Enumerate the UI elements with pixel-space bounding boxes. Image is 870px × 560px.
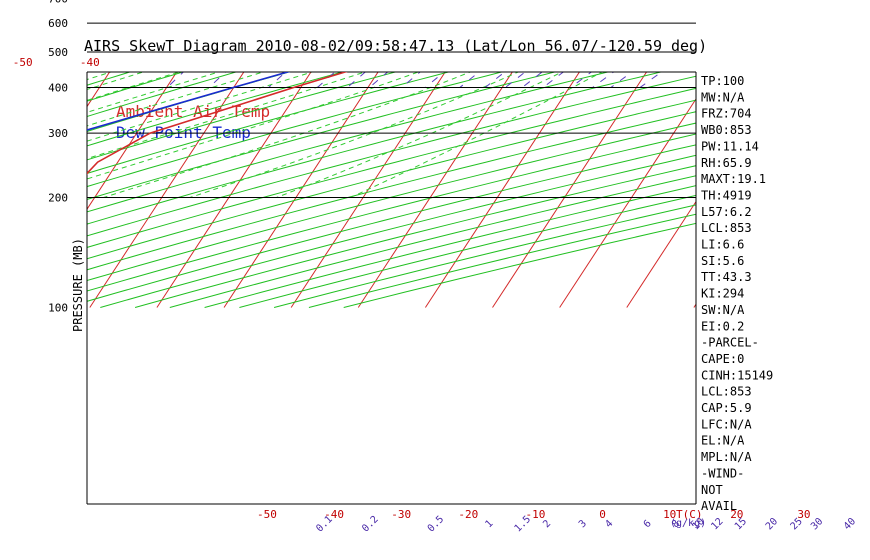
bottom-temp-tick-label: 30 [797, 508, 810, 521]
dry-adiabat [87, 72, 611, 213]
pressure-tick-label: 200 [48, 191, 68, 204]
isotherm-line [626, 200, 696, 308]
dry-adiabat [87, 122, 696, 282]
moist-adiabat [87, 72, 265, 127]
index-item: LI:6.6 [701, 238, 744, 252]
bottom-temp-tick-label: -20 [458, 508, 478, 521]
y-axis-label: PRESSURE (MB) [71, 238, 85, 332]
dry-adiabat [100, 154, 696, 308]
bottom-temp-tick-label: 10 [663, 508, 676, 521]
dry-adiabat [87, 72, 664, 225]
index-item: L57:6.2 [701, 205, 752, 219]
moist-adiabat [103, 72, 472, 198]
dry-adiabat [87, 87, 696, 248]
index-item: AVAIL [701, 499, 737, 513]
pressure-tick-label: 100 [48, 302, 68, 315]
index-item: PW:11.14 [701, 139, 759, 153]
dry-adiabat [87, 99, 696, 260]
chart-title: AIRS SkewT Diagram 2010-08-02/09:58:47.1… [84, 37, 707, 55]
index-item: FRZ:704 [701, 107, 752, 121]
isotherm-line [156, 72, 312, 308]
index-item: MAXT:19.1 [701, 172, 766, 186]
index-item: -WIND- [701, 466, 744, 480]
mixing-ratio-tick-label: 4 [603, 518, 615, 530]
mixing-ratio-tick-label: 3 [577, 518, 589, 530]
pressure-tick-label: 700 [48, 0, 68, 6]
index-item: TP:100 [701, 74, 744, 88]
index-item: KI:294 [701, 287, 744, 301]
index-item: -PARCEL- [701, 336, 759, 350]
mixing-ratio-tick-label: 6 [642, 518, 654, 530]
dry-adiabat [87, 75, 696, 237]
axis-ticks: 1002003004005006007008009001000-120-110-… [13, 0, 858, 535]
index-item: LCL:853 [701, 221, 752, 235]
bottom-temp-tick-label: -30 [391, 508, 411, 521]
isotherm-line [223, 72, 379, 308]
index-item: CAPE:0 [701, 352, 744, 366]
bottom-temp-tick-label: -10 [526, 508, 546, 521]
index-item: SI:5.6 [701, 254, 744, 268]
index-item: LFC:N/A [701, 417, 752, 431]
dry-adiabat [87, 72, 398, 161]
mixing-ratio-tick-label: 40 [842, 516, 858, 532]
isotherm-line [89, 72, 245, 308]
moist-adiabat [0, 0, 535, 198]
dry-adiabat [87, 72, 504, 188]
pressure-tick-label: 300 [48, 127, 68, 140]
mixing-ratio-tick-label: 12 [709, 516, 725, 532]
index-item: EI:0.2 [701, 319, 744, 333]
mixing-ratio-tick-label: 0.2 [360, 514, 381, 535]
index-item: MW:N/A [701, 90, 745, 104]
sounding-series [87, 72, 348, 175]
dew-point-temp-line [87, 72, 291, 131]
mixing-ratio-tick-label: 20 [764, 516, 780, 532]
index-item: LCL:853 [701, 385, 752, 399]
isotherm-line [424, 72, 581, 308]
top-temp-tick-label: -40 [80, 56, 100, 69]
dry-adiabat [87, 111, 696, 271]
index-item: TH:4919 [701, 188, 752, 202]
bottom-temp-tick-label: 20 [730, 508, 743, 521]
dry-adiabat [87, 72, 451, 174]
legend-ambient-air-temp: Ambient Air Temp [116, 102, 270, 121]
legend-dew-point-temp: Dew Point Temp [116, 123, 251, 142]
top-temp-tick-label: -50 [13, 56, 33, 69]
ambient-air-temp-line [87, 72, 348, 175]
bottom-temp-unit: T(C) [676, 508, 703, 521]
dry-adiabat [87, 133, 696, 292]
index-item: MPL:N/A [701, 450, 752, 464]
index-item: EL:N/A [701, 434, 745, 448]
moist-adiabat [350, 72, 604, 198]
index-item: WB0:853 [701, 123, 752, 137]
bottom-temp-tick-label: -50 [257, 508, 277, 521]
mixing-ratio-tick-label: 0.5 [426, 514, 447, 535]
isotherm-line [761, 0, 870, 308]
isobar-lines [87, 22, 696, 198]
index-item: CAP:5.9 [701, 401, 752, 415]
mixing-ratio-unit: (g/kg) [670, 518, 706, 529]
background-grid [0, 0, 870, 308]
mixing-ratio-tick-label: 1 [484, 518, 496, 530]
mixing-ratio-tick-label: 30 [809, 516, 825, 532]
index-item: TT:43.3 [701, 270, 752, 284]
stability-indices-panel: TP:100 MW:N/A FRZ:704 WB0:853 PW:11.14 RH:65.… [701, 74, 773, 513]
pressure-tick-label: 400 [48, 81, 68, 94]
plot-frame [86, 71, 697, 505]
isotherm-line [87, 72, 178, 211]
isotherm-line [492, 72, 648, 308]
index-item: SW:N/A [701, 303, 745, 317]
dry-adiabat [87, 144, 696, 302]
pressure-tick-label: 500 [48, 46, 68, 59]
isotherm-line [357, 72, 513, 308]
bottom-temp-tick-label: -40 [324, 508, 344, 521]
index-item: CINH:15149 [701, 368, 773, 382]
mixing-ratio-tick-label: 2 [541, 518, 553, 530]
index-item: NOT [701, 483, 723, 497]
pressure-tick-label: 600 [48, 17, 68, 30]
moist-adiabat [87, 72, 367, 160]
bottom-temp-tick-label: 0 [599, 508, 606, 521]
index-item: RH:65.9 [701, 156, 752, 170]
